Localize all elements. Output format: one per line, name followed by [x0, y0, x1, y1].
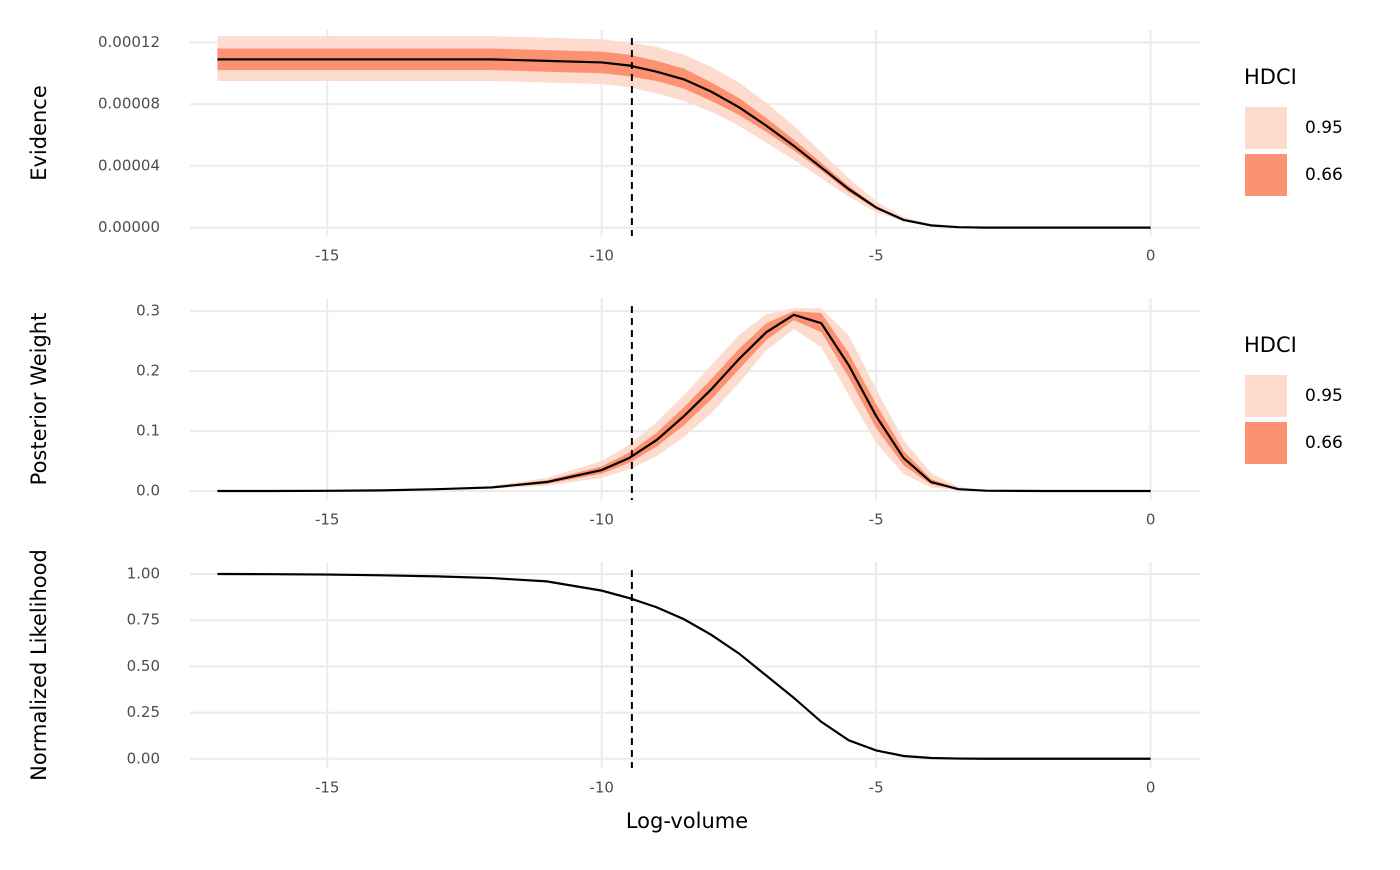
- y-tick-label: 0.00004: [98, 156, 160, 174]
- legend-swatch: [1245, 422, 1287, 464]
- y-tick-label: 0.3: [136, 302, 160, 320]
- x-tick-label: 0: [1146, 247, 1156, 265]
- legend-swatch: [1245, 107, 1287, 149]
- y-axis-label: Posterior Weight: [27, 313, 51, 486]
- x-tick-label: 0: [1146, 779, 1156, 797]
- x-tick-label: 0: [1146, 511, 1156, 529]
- x-tick-label: -15: [315, 247, 340, 265]
- x-tick-label: -10: [589, 247, 614, 265]
- y-tick-label: 0.00012: [98, 33, 160, 51]
- x-tick-label: -15: [315, 511, 340, 529]
- y-tick-label: 0.0: [136, 482, 160, 500]
- legend-swatch: [1245, 375, 1287, 417]
- x-tick-label: -5: [869, 779, 884, 797]
- y-tick-label: 0.75: [127, 611, 160, 629]
- hdci-band: [217, 48, 1151, 228]
- x-tick-label: -10: [589, 779, 614, 797]
- legend-swatch: [1245, 154, 1287, 196]
- y-tick-label: 0.1: [136, 422, 160, 440]
- legend-label: 0.66: [1305, 433, 1343, 453]
- y-axis-label: Normalized Likelihood: [27, 549, 51, 781]
- y-tick-label: 0.2: [136, 362, 160, 380]
- y-axis-label: Evidence: [27, 85, 51, 181]
- legend-label: 0.66: [1305, 165, 1343, 185]
- x-tick-label: -15: [315, 779, 340, 797]
- y-tick-label: 0.50: [127, 657, 160, 675]
- y-tick-label: 1.00: [127, 565, 160, 583]
- legend-label: 0.95: [1305, 386, 1343, 406]
- curve: [217, 58, 1151, 229]
- x-tick-label: -5: [869, 511, 884, 529]
- x-tick-label: -5: [869, 247, 884, 265]
- x-axis-label: Log-volume: [626, 809, 748, 833]
- x-tick-label: -10: [589, 511, 614, 529]
- y-tick-label: 0.00008: [98, 95, 160, 113]
- legend-title: HDCI: [1244, 65, 1297, 89]
- y-tick-label: 0.00000: [98, 218, 160, 236]
- y-tick-label: 0.00: [127, 749, 160, 767]
- hdci-band: [217, 308, 1151, 492]
- curve: [217, 572, 1151, 760]
- curve: [217, 313, 1151, 493]
- legend-title: HDCI: [1244, 333, 1297, 357]
- legend-label: 0.95: [1305, 118, 1343, 138]
- y-tick-label: 0.25: [127, 703, 160, 721]
